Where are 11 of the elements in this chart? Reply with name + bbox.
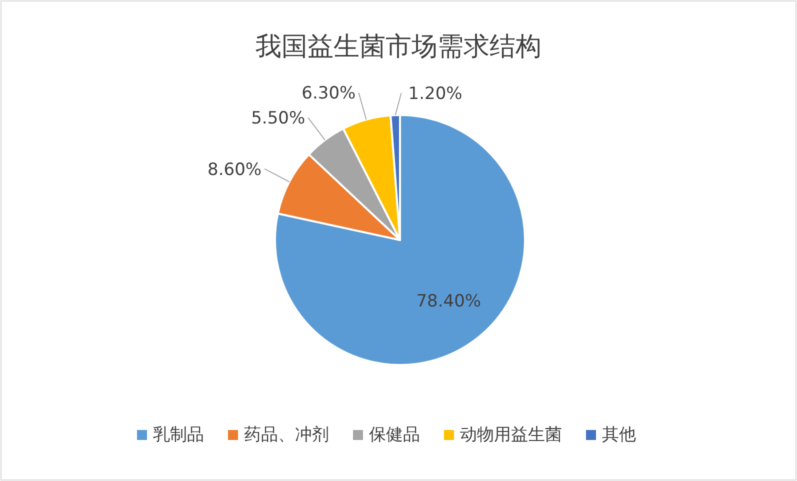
legend-label: 保健品 — [369, 425, 420, 445]
legend-label: 动物用益生菌 — [460, 425, 562, 445]
legend-label: 其他 — [602, 425, 636, 445]
legend-label: 药品、冲剂 — [244, 425, 329, 445]
legend-label: 乳制品 — [153, 425, 204, 445]
data-label: 8.60% — [208, 160, 262, 180]
chart-title: 我国益生菌市场需求结构 — [256, 32, 542, 62]
data-label: 1.20% — [408, 84, 462, 104]
data-label: 78.40% — [416, 291, 482, 312]
data-label: 5.50% — [251, 108, 306, 129]
data-label: 6.30% — [302, 84, 356, 104]
